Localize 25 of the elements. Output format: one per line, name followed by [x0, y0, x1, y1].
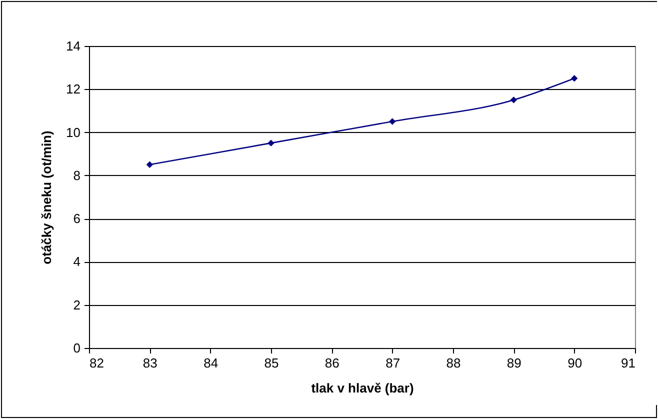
- x-tick-label: 82: [90, 356, 104, 370]
- point: [388, 118, 396, 125]
- y-tick-label: 14: [66, 38, 80, 54]
- x-tick-label: 89: [506, 356, 522, 370]
- y-tick-label: 4: [73, 254, 80, 270]
- y-tick-label: 6: [73, 211, 80, 226]
- y-tick-label: 2: [73, 297, 80, 312]
- x-tick-label: 84: [204, 356, 218, 370]
- x-tick-label: 91: [621, 356, 636, 370]
- x-tick-label: 88: [446, 356, 461, 370]
- x-tick-label: 90: [568, 356, 582, 370]
- x-tick-label: 86: [324, 356, 340, 370]
- y-tick-label: 12: [66, 82, 80, 97]
- point: [510, 96, 518, 104]
- y-tick-label: 8: [73, 168, 80, 183]
- y-axis-title: otáčky šneku (ot/min): [39, 130, 54, 264]
- x-axis-title: tlak v hlavě (bar): [311, 380, 414, 396]
- y-tick-label: 0: [73, 340, 80, 356]
- x-tick-label: 83: [142, 356, 158, 370]
- point: [570, 75, 578, 82]
- point: [268, 140, 274, 146]
- y-tick-label: 10: [66, 124, 80, 140]
- x-tick-label: 87: [386, 356, 400, 370]
- x-tick-label: 85: [264, 356, 279, 370]
- point: [146, 161, 154, 168]
